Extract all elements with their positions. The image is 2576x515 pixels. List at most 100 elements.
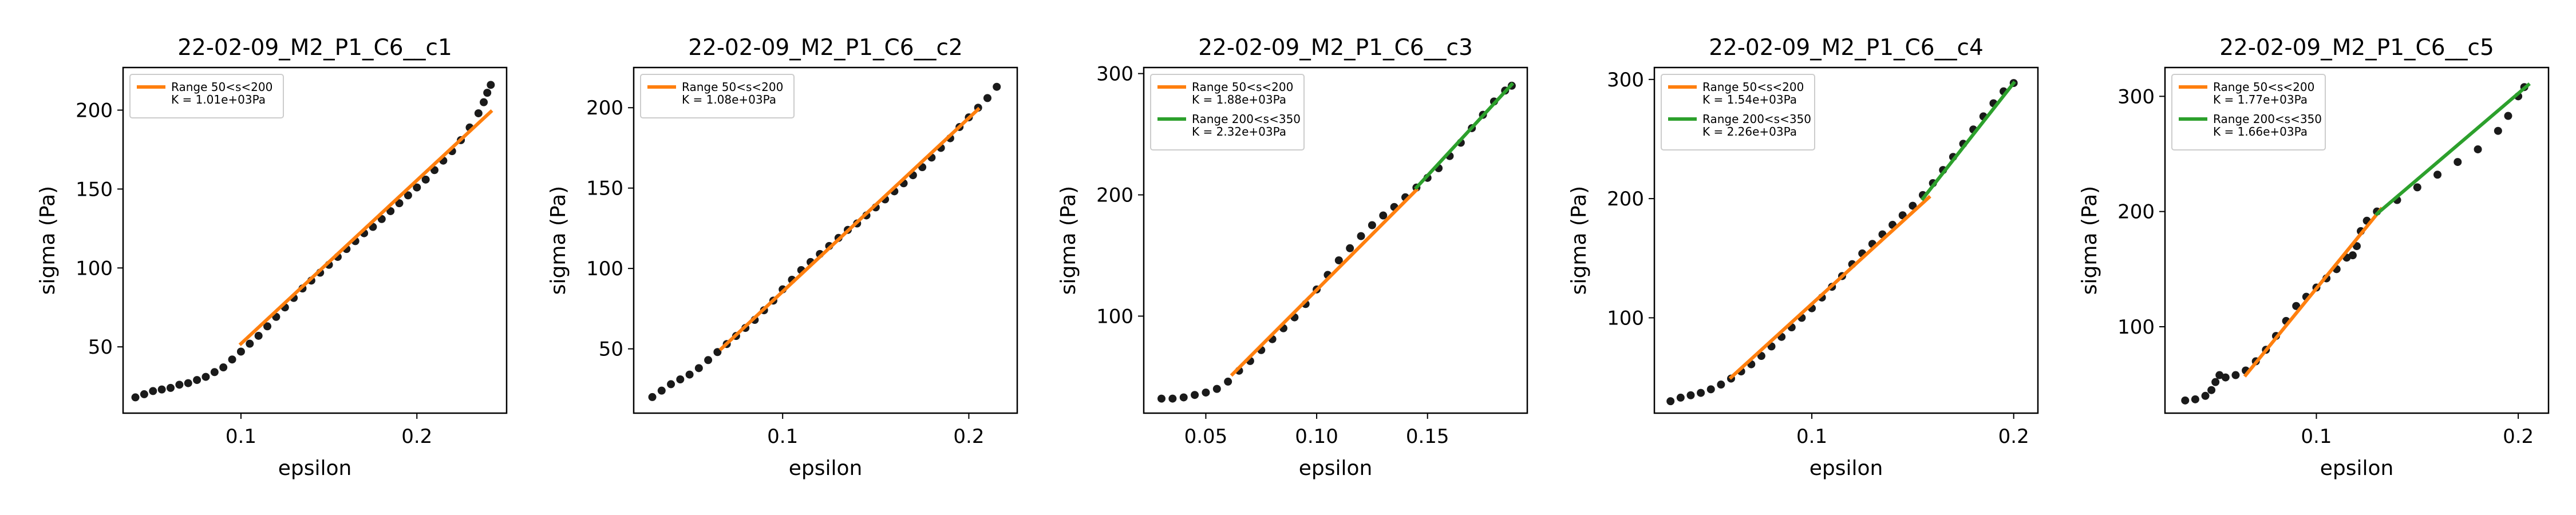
- legend-stat: K = 1.88e+03Pa: [1192, 93, 1286, 106]
- data-point: [1379, 211, 1388, 220]
- x-axis-label: epsilon: [278, 457, 352, 480]
- data-point: [1717, 381, 1725, 389]
- axes-frame: [122, 66, 508, 414]
- legend-stat: K = 1.77e+03Pa: [2213, 93, 2308, 106]
- fit-line: [238, 109, 493, 346]
- data-point: [175, 381, 184, 389]
- x-tick-label: 0.10: [1295, 425, 1338, 448]
- data-point: [166, 383, 175, 392]
- data-point: [667, 380, 675, 389]
- legend-label: Range 50<s<200: [1702, 80, 1804, 94]
- data-point: [2453, 158, 2462, 167]
- data-point: [2433, 171, 2442, 179]
- chart-title: 22-02-09_M2_P1_C6__c2: [688, 35, 963, 61]
- data-point: [2207, 386, 2216, 394]
- data-point: [1706, 385, 1715, 394]
- data-point: [1686, 391, 1695, 399]
- data-point: [404, 191, 412, 200]
- x-tick-label: 0.15: [1406, 425, 1449, 448]
- legend-stat: K = 1.66e+03Pa: [2213, 125, 2308, 138]
- fit-line: [1728, 195, 1931, 380]
- legend-label: Range 200<s<350: [2213, 112, 2322, 126]
- legend-box: [2171, 74, 2326, 150]
- legend-stat: K = 2.26e+03Pa: [1702, 125, 1797, 138]
- x-axis-label: epsilon: [2320, 457, 2394, 480]
- data-point: [140, 390, 148, 398]
- data-point: [2292, 302, 2301, 310]
- data-point: [236, 347, 245, 356]
- x-axis-label: epsilon: [1809, 457, 1883, 480]
- data-point: [983, 94, 991, 102]
- axes-frame: [633, 66, 1018, 414]
- fit-line: [1414, 82, 1515, 191]
- axes-frame: [1143, 66, 1528, 414]
- y-tick-label: 150: [76, 178, 113, 201]
- x-tick-label: 0.2: [1998, 425, 2029, 448]
- x-axis-label: epsilon: [1299, 457, 1373, 480]
- y-tick-label: 50: [88, 336, 113, 359]
- data-point: [487, 81, 495, 89]
- x-tick-label: 0.2: [2503, 425, 2534, 448]
- legend-label: Range 200<s<350: [1702, 112, 1811, 126]
- data-point: [2504, 112, 2512, 120]
- chart-title: 22-02-09_M2_P1_C6__c3: [1198, 35, 1473, 61]
- legend-label: Range 50<s<200: [171, 80, 272, 94]
- data-point: [1909, 201, 1917, 210]
- data-point: [2231, 371, 2240, 379]
- y-tick-label: 200: [2117, 201, 2155, 224]
- data-point: [480, 98, 488, 106]
- y-axis-label: sigma (Pa): [2078, 186, 2101, 295]
- chart-title: 22-02-09_M2_P1_C6__c4: [1709, 35, 1984, 61]
- legend-box: [640, 74, 795, 118]
- y-tick-label: 300: [2117, 85, 2155, 108]
- legend-stat: K = 2.32e+03Pa: [1192, 125, 1286, 138]
- data-point: [2221, 373, 2230, 382]
- x-tick-label: 0.1: [2301, 425, 2332, 448]
- data-point: [210, 368, 219, 377]
- y-tick-label: 300: [1607, 69, 1644, 92]
- y-tick-label: 200: [1607, 188, 1644, 211]
- data-point: [2215, 371, 2224, 379]
- data-point: [1697, 389, 1705, 397]
- y-tick-label: 200: [586, 97, 623, 120]
- fit-line: [1230, 187, 1419, 377]
- legend-label: Range 50<s<200: [682, 80, 783, 94]
- x-tick-label: 0.1: [1796, 425, 1827, 448]
- data-point: [263, 322, 272, 331]
- x-tick-label: 0.2: [953, 425, 984, 448]
- data-point: [676, 375, 685, 384]
- data-point: [1676, 393, 1685, 402]
- data-point: [157, 385, 166, 394]
- data-point: [2474, 145, 2482, 153]
- legend-box: [129, 74, 284, 118]
- y-axis-label: sigma (Pa): [1567, 186, 1591, 295]
- y-tick-label: 150: [586, 177, 623, 200]
- data-point: [1666, 397, 1675, 406]
- legend-stat: K = 1.54e+03Pa: [1702, 93, 1797, 106]
- y-axis-label: sigma (Pa): [36, 186, 60, 295]
- x-axis-label: epsilon: [789, 457, 863, 480]
- data-point: [1168, 394, 1177, 403]
- data-point: [1346, 244, 1354, 252]
- legend-box: [1661, 74, 1815, 150]
- data-point: [254, 331, 263, 340]
- chart-title: 22-02-09_M2_P1_C6__c1: [177, 35, 452, 61]
- x-tick-label: 0.1: [767, 425, 798, 448]
- legend-label: Range 50<s<200: [2213, 80, 2314, 94]
- legend-label: Range 200<s<350: [1192, 112, 1301, 126]
- data-point: [993, 82, 1001, 91]
- x-tick-label: 0.05: [1184, 425, 1228, 448]
- data-point: [1212, 385, 1221, 393]
- y-tick-label: 100: [76, 257, 113, 280]
- y-tick-label: 50: [599, 338, 623, 361]
- data-point: [474, 109, 483, 117]
- data-point: [131, 393, 140, 402]
- data-point: [413, 183, 421, 192]
- data-point: [2181, 396, 2190, 405]
- data-point: [657, 386, 666, 395]
- legend-stat: K = 1.01e+03Pa: [171, 93, 266, 106]
